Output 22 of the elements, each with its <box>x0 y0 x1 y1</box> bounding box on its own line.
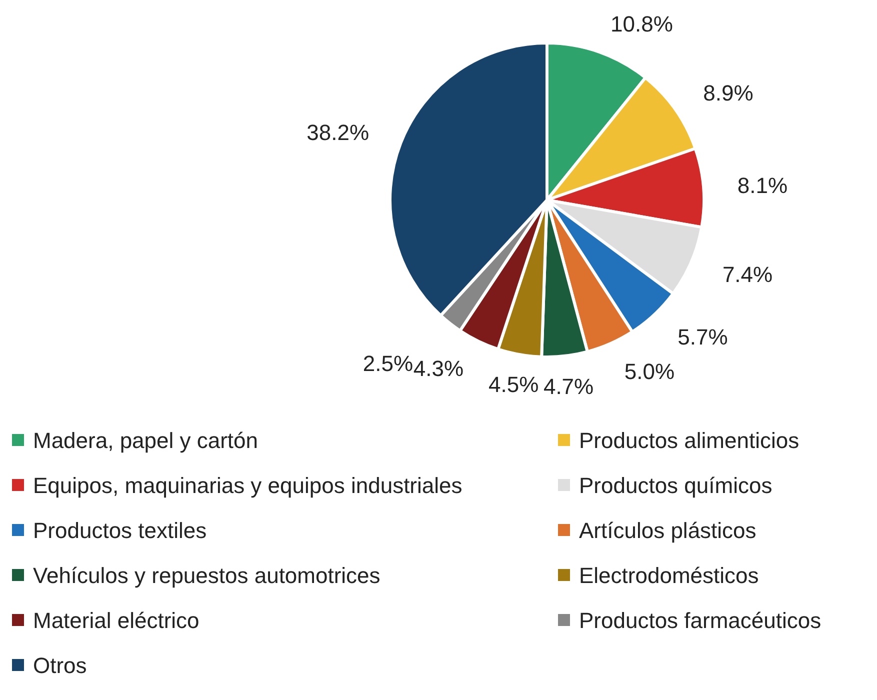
legend-label: Productos farmacéuticos <box>579 608 822 633</box>
legend-label: Electrodomésticos <box>579 563 759 588</box>
legend-label: Material eléctrico <box>33 608 200 633</box>
data-label: 4.7% <box>543 374 594 399</box>
legend-label: Productos alimenticios <box>579 428 800 453</box>
data-label: 7.4% <box>722 262 773 287</box>
data-label: 4.3% <box>413 356 464 382</box>
data-label: 5.7% <box>678 324 728 350</box>
data-label: 38.2% <box>306 120 370 146</box>
legend-label: Madera, papel y cartón <box>33 428 258 453</box>
legend-label: Otros <box>33 653 87 678</box>
data-label: 8.1% <box>737 173 788 198</box>
data-label: 2.5% <box>362 351 414 376</box>
data-label: 4.5% <box>488 372 539 398</box>
data-label: 10.8% <box>610 12 673 37</box>
legend-label: Vehículos y repuestos automotrices <box>33 563 380 588</box>
data-label: 5.0% <box>624 358 675 384</box>
legend-label: Productos químicos <box>579 473 772 498</box>
legend-label: Productos textiles <box>33 518 207 543</box>
legend-label: Equipos, maquinarias y equipos industriales <box>33 473 462 498</box>
legend-label: Artículos plásticos <box>579 518 756 543</box>
data-label: 8.9% <box>703 80 754 106</box>
